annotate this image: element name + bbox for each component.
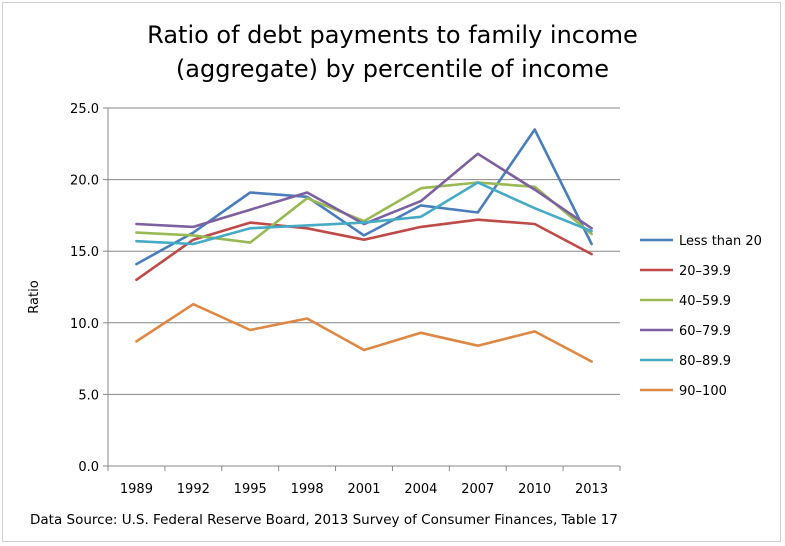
gridlines xyxy=(108,107,620,395)
legend-label: 40–59.9 xyxy=(679,294,731,309)
y-tick-label: 10.0 xyxy=(70,317,99,332)
y-tick-label: 15.0 xyxy=(70,245,99,260)
series-line xyxy=(135,218,593,282)
series-line xyxy=(135,181,593,244)
x-tick-label: 2004 xyxy=(404,482,437,497)
x-tick-label: 1998 xyxy=(291,482,324,497)
chart-title: Ratio of debt payments to family income … xyxy=(0,18,785,86)
x-tick-label: 2013 xyxy=(575,482,608,497)
legend-label: Less than 20 xyxy=(679,234,762,249)
axes: 0.0 5.0 10.0 15.0 20.0 25.0 1989 1992 1995 1998 20… xyxy=(70,102,621,497)
series-line xyxy=(135,152,593,230)
x-tick-label: 2010 xyxy=(518,482,551,497)
legend-label: 60–79.9 xyxy=(679,324,731,339)
x-tick-label: 1989 xyxy=(120,482,153,497)
y-tick-label: 0.0 xyxy=(78,460,99,475)
y-tick-label: 20.0 xyxy=(70,174,99,189)
legend-label: 90–100 xyxy=(679,384,727,399)
x-tick-label: 2001 xyxy=(347,482,380,497)
chart-title-line-1: Ratio of debt payments to family income xyxy=(147,21,638,49)
x-tick-label: 2007 xyxy=(461,482,494,497)
data-source-note: Data Source: U.S. Federal Reserve Board,… xyxy=(30,512,618,528)
series-line xyxy=(135,302,593,363)
series-line xyxy=(135,181,593,246)
chart-title-line-2: (aggregate) by percentile of income xyxy=(175,55,610,83)
legend: Less than 20 20–39.9 40–59.9 60–79.9 80–89.9… xyxy=(640,234,762,399)
legend-label: 20–39.9 xyxy=(679,264,731,279)
series-lines xyxy=(135,128,593,363)
y-tick-label: 5.0 xyxy=(78,388,99,403)
series-line xyxy=(135,128,593,266)
y-tick-label: 25.0 xyxy=(70,102,99,117)
legend-label: 80–89.9 xyxy=(679,354,731,369)
x-tick-label: 1992 xyxy=(177,482,210,497)
x-tick-label: 1995 xyxy=(234,482,267,497)
y-axis-title: Ratio xyxy=(27,280,42,313)
